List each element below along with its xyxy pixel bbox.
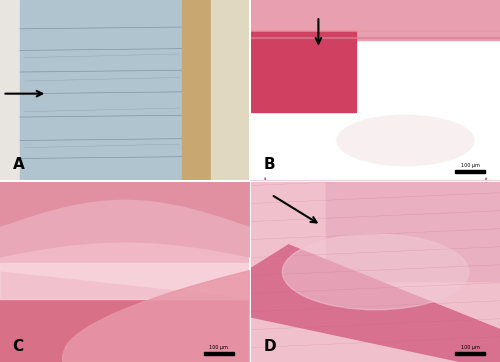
Text: C: C xyxy=(12,339,24,354)
Bar xyxy=(204,352,234,355)
Text: A: A xyxy=(12,157,24,172)
Text: D: D xyxy=(264,339,276,354)
Polygon shape xyxy=(0,272,249,362)
Bar xyxy=(326,182,500,281)
Bar xyxy=(20,0,182,180)
Bar xyxy=(251,31,356,111)
Bar xyxy=(212,0,249,180)
Bar xyxy=(0,263,249,299)
Bar xyxy=(251,0,500,39)
Ellipse shape xyxy=(282,234,469,310)
Bar xyxy=(455,352,485,355)
Bar xyxy=(455,170,485,173)
Polygon shape xyxy=(251,81,356,111)
Bar xyxy=(182,0,212,180)
Text: B: B xyxy=(264,157,276,172)
Text: 100 μm: 100 μm xyxy=(460,345,479,350)
Text: 100 μm: 100 μm xyxy=(210,345,229,350)
Bar xyxy=(0,0,20,180)
Ellipse shape xyxy=(337,115,474,166)
Text: 100 μm: 100 μm xyxy=(460,163,479,168)
Polygon shape xyxy=(251,245,500,362)
